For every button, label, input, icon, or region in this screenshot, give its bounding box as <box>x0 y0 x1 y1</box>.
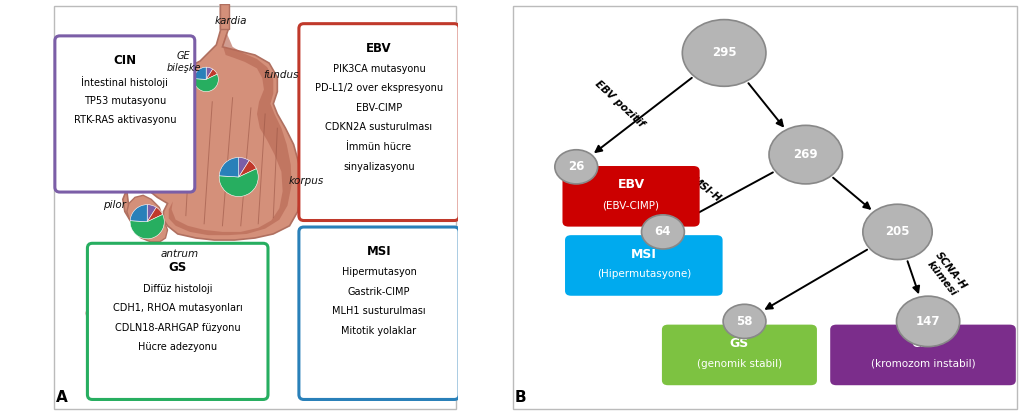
Wedge shape <box>219 168 258 197</box>
Text: CDLN18-ARHGAP füzyonu: CDLN18-ARHGAP füzyonu <box>115 322 241 332</box>
FancyBboxPatch shape <box>87 243 268 400</box>
Polygon shape <box>127 195 168 242</box>
Text: Mitotik yolaklar: Mitotik yolaklar <box>341 326 417 336</box>
Text: 269: 269 <box>794 148 818 161</box>
Text: SCNA-H
kümesi: SCNA-H kümesi <box>924 250 969 299</box>
Text: 58: 58 <box>736 315 753 328</box>
Circle shape <box>723 304 766 339</box>
Text: GS: GS <box>730 337 749 350</box>
Circle shape <box>896 296 959 347</box>
Text: antrum: antrum <box>161 249 199 259</box>
Text: MLH1 susturulması: MLH1 susturulması <box>332 306 426 316</box>
Text: İntestinal histoloji: İntestinal histoloji <box>81 76 168 88</box>
Wedge shape <box>130 215 164 239</box>
Text: 64: 64 <box>654 225 671 238</box>
Text: A: A <box>55 390 68 405</box>
Wedge shape <box>219 157 239 177</box>
Text: Hücre adezyonu: Hücre adezyonu <box>138 342 217 352</box>
FancyBboxPatch shape <box>55 36 195 192</box>
Text: 147: 147 <box>915 315 940 328</box>
Text: CDH1, RHOA mutasyonları: CDH1, RHOA mutasyonları <box>113 303 243 313</box>
Text: korpus: korpus <box>288 176 324 186</box>
FancyBboxPatch shape <box>299 24 459 220</box>
Polygon shape <box>123 4 302 240</box>
Text: 26: 26 <box>568 160 585 173</box>
FancyBboxPatch shape <box>662 325 817 385</box>
Wedge shape <box>206 69 217 79</box>
Text: Hipermutasyon: Hipermutasyon <box>342 267 417 277</box>
Text: CIN: CIN <box>114 54 136 67</box>
Text: CDKN2A susturulması: CDKN2A susturulması <box>326 122 432 132</box>
Wedge shape <box>194 67 206 79</box>
Text: PD-L1/2 over ekspresyonu: PD-L1/2 over ekspresyonu <box>315 83 443 93</box>
FancyBboxPatch shape <box>565 235 723 296</box>
Circle shape <box>641 215 684 249</box>
Text: MSI: MSI <box>367 245 391 258</box>
Polygon shape <box>220 4 228 29</box>
Wedge shape <box>130 205 147 222</box>
Circle shape <box>769 125 843 184</box>
Text: EBV-CIMP: EBV-CIMP <box>356 103 402 113</box>
Circle shape <box>555 150 598 184</box>
Text: kardia: kardia <box>214 16 247 26</box>
Text: GS: GS <box>169 261 186 274</box>
Polygon shape <box>86 242 160 336</box>
Text: MSI: MSI <box>631 248 656 261</box>
Circle shape <box>863 204 932 259</box>
Text: (Hipermutasyone): (Hipermutasyone) <box>597 269 691 279</box>
Text: Diffüz histoloji: Diffüz histoloji <box>143 283 212 293</box>
Text: EBV pozitif: EBV pozitif <box>593 78 646 129</box>
Wedge shape <box>147 205 157 222</box>
Text: GE
bileşke: GE bileşke <box>167 51 201 73</box>
Text: fundus: fundus <box>263 70 299 81</box>
Text: Gastrik-CIMP: Gastrik-CIMP <box>348 287 411 297</box>
Text: (kromozom instabil): (kromozom instabil) <box>870 359 975 369</box>
Text: RTK-RAS aktivasyonu: RTK-RAS aktivasyonu <box>74 115 176 125</box>
Text: TP53 mutasyonu: TP53 mutasyonu <box>84 96 166 106</box>
FancyBboxPatch shape <box>299 227 459 400</box>
FancyBboxPatch shape <box>830 325 1016 385</box>
Text: pilor: pilor <box>103 200 126 210</box>
Text: CIN: CIN <box>911 337 935 350</box>
Wedge shape <box>206 67 213 79</box>
Text: sinyalizasyonu: sinyalizasyonu <box>343 161 415 171</box>
Polygon shape <box>169 33 292 235</box>
Text: MSI-H: MSI-H <box>689 175 723 204</box>
Text: (EBV-CIMP): (EBV-CIMP) <box>602 200 659 210</box>
Text: B: B <box>515 390 526 405</box>
Text: İmmün hücre: İmmün hücre <box>346 142 412 152</box>
Text: 205: 205 <box>886 225 909 238</box>
Wedge shape <box>194 74 218 92</box>
Text: EBV: EBV <box>367 42 392 54</box>
Wedge shape <box>239 161 256 177</box>
Text: 295: 295 <box>712 46 736 59</box>
Wedge shape <box>239 157 249 177</box>
Circle shape <box>682 20 766 86</box>
Text: (genomik stabil): (genomik stabil) <box>697 359 782 369</box>
Text: PIK3CA mutasyonu: PIK3CA mutasyonu <box>333 64 425 74</box>
Wedge shape <box>147 208 163 222</box>
Text: EBV: EBV <box>617 178 645 191</box>
FancyBboxPatch shape <box>562 166 699 227</box>
